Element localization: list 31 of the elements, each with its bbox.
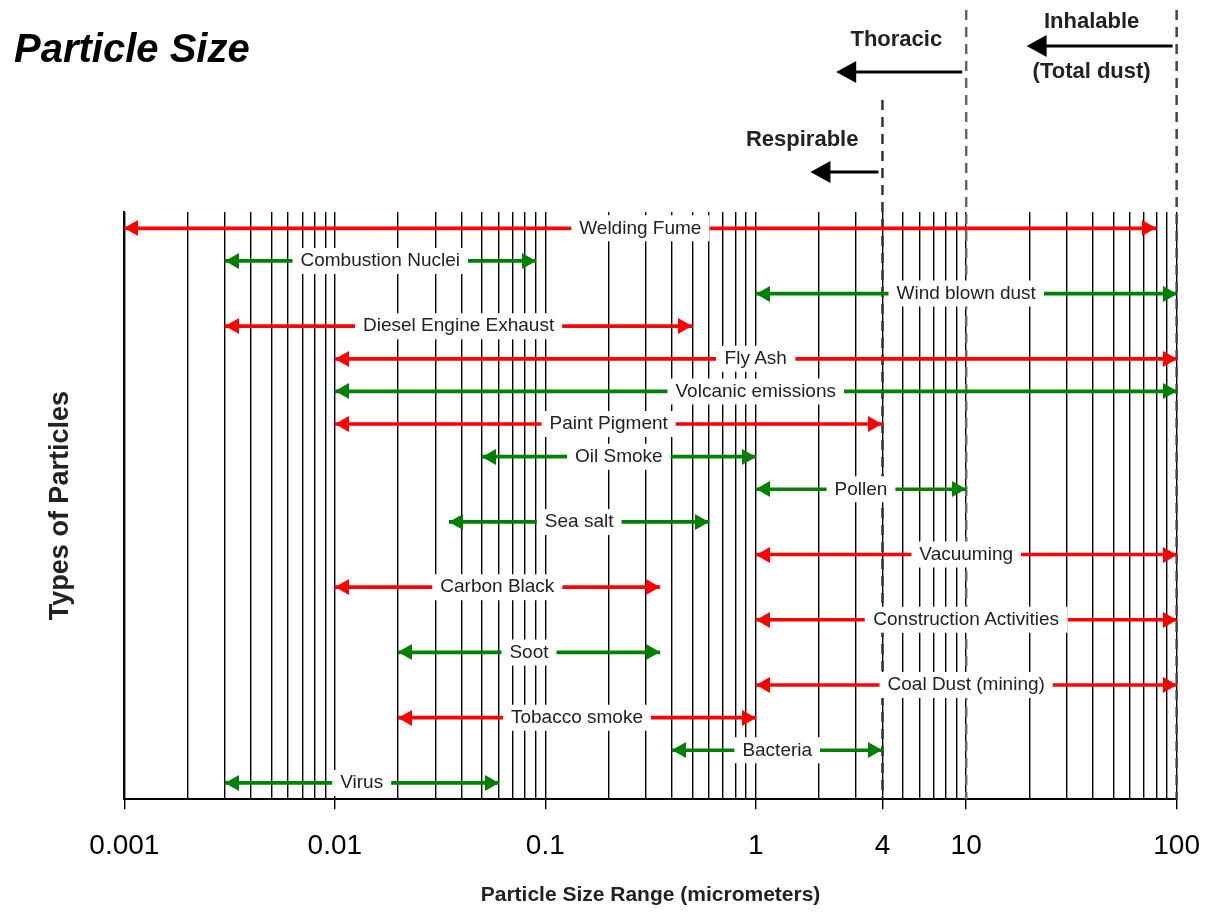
y-tick-label: Soot bbox=[509, 640, 550, 662]
x-tick-label: 1 bbox=[747, 828, 764, 860]
x-axis-title: Particle Size Range (micrometers) bbox=[480, 882, 821, 906]
y-tick-label: Pollen bbox=[834, 477, 888, 499]
ref-line-label: Thoracic bbox=[850, 26, 943, 52]
y-tick-label: Oil Smoke bbox=[575, 444, 663, 466]
y-tick-label: Combustion Nuclei bbox=[300, 249, 460, 271]
x-tick-label: 10 bbox=[950, 828, 982, 860]
y-tick-label: Paint Pigment bbox=[549, 412, 669, 434]
x-tick-label: 4 bbox=[874, 828, 891, 860]
y-tick-label: Carbon Black bbox=[440, 575, 555, 597]
x-tick-label: 0.1 bbox=[525, 828, 565, 860]
ref-line-label: Respirable bbox=[745, 126, 859, 152]
y-tick-label: Bacteria bbox=[742, 738, 813, 760]
y-tick-label: Sea salt bbox=[544, 510, 615, 532]
y-axis-title: Types of Particles bbox=[43, 391, 74, 621]
y-tick-label: Wind blown dust bbox=[896, 281, 1037, 303]
y-tick-label: Diesel Engine Exhaust bbox=[363, 314, 555, 336]
y-tick-label: Volcanic emissions bbox=[675, 379, 837, 401]
y-tick-label: Fly Ash bbox=[724, 347, 787, 369]
x-tick-label: 0.001 bbox=[89, 828, 160, 860]
y-tick-label: Construction Activities bbox=[873, 608, 1060, 630]
x-tick-label: 0.01 bbox=[307, 828, 363, 860]
y-tick-label: Welding Fume bbox=[579, 216, 702, 238]
y-tick-label: Coal Dust (mining) bbox=[887, 673, 1045, 695]
y-tick-label: Vacuuming bbox=[919, 542, 1014, 564]
y-tick-label: Tobacco smoke bbox=[510, 705, 643, 727]
ref-line-label: Inhalable (Total dust) bbox=[1032, 8, 1151, 84]
chart-title: Particle Size bbox=[14, 26, 250, 70]
x-tick-label: 100 bbox=[1153, 828, 1200, 860]
y-tick-label: Virus bbox=[340, 771, 384, 793]
